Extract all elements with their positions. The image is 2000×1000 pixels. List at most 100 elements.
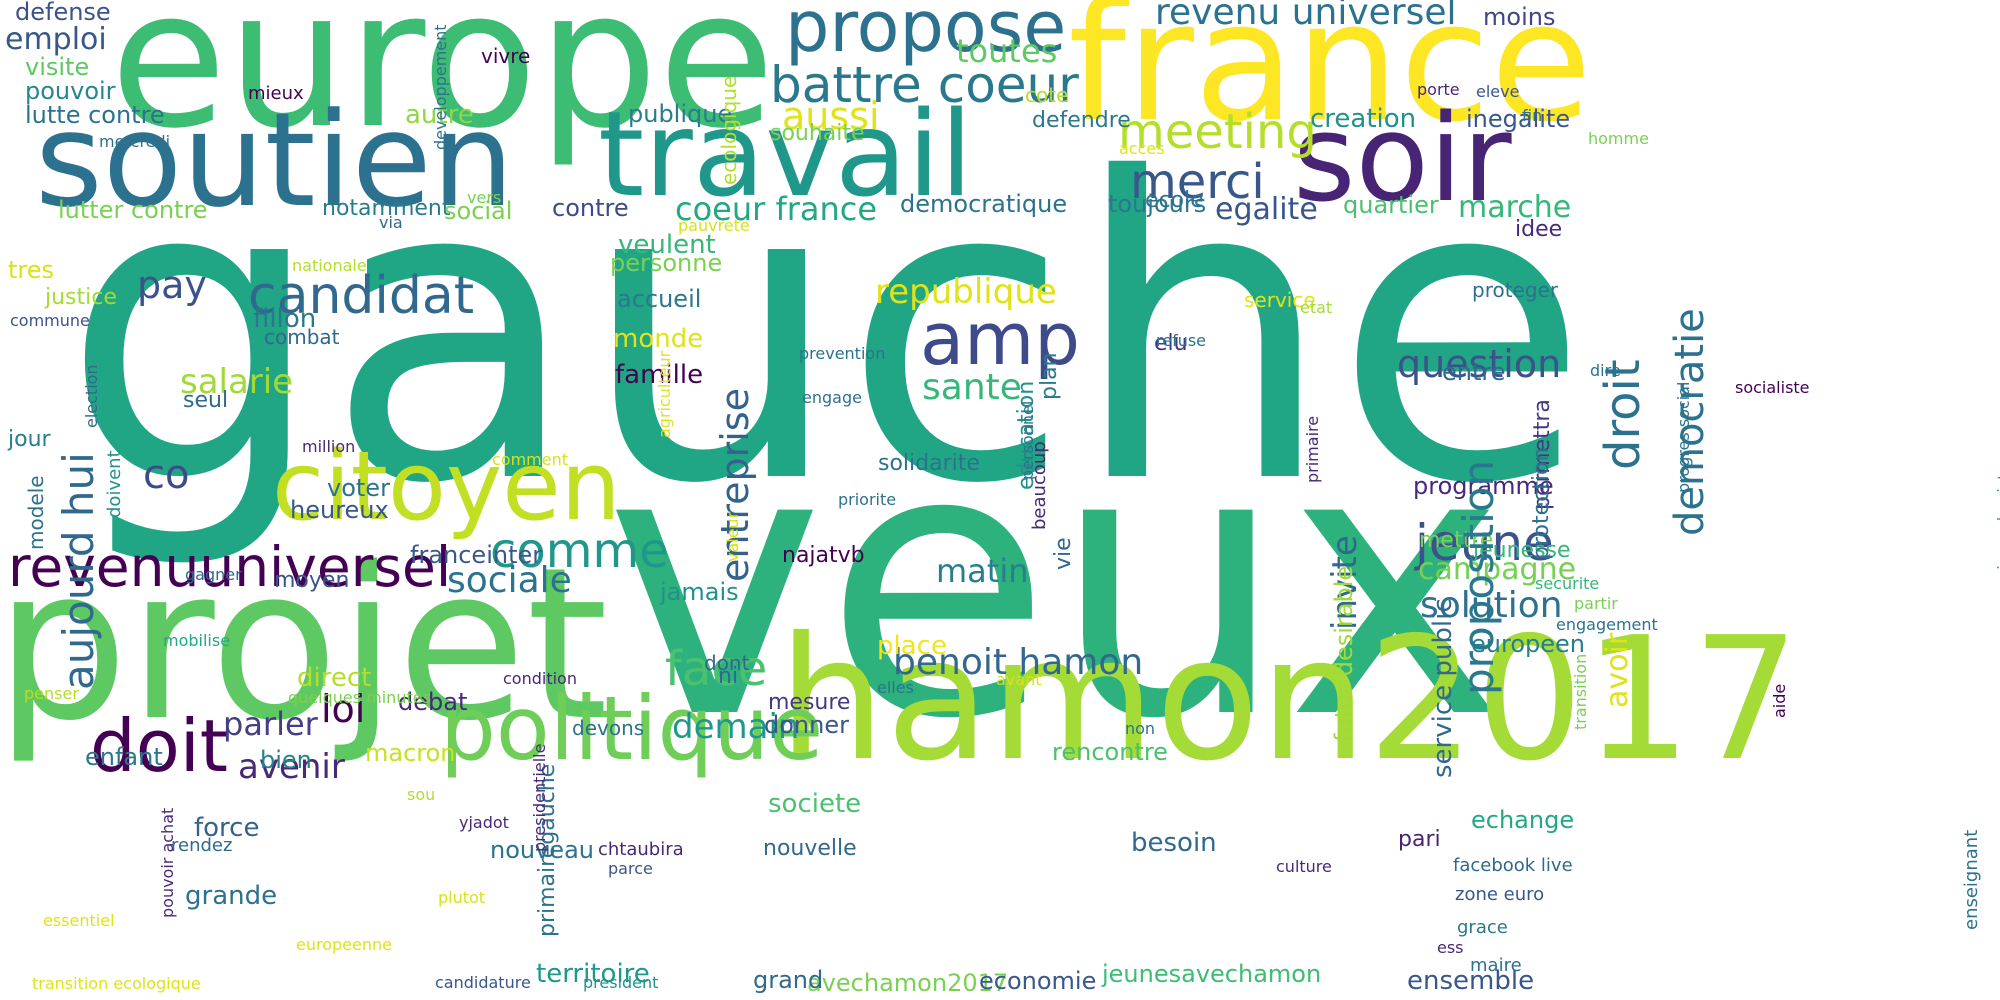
word-cloud-word: europe: [110, 0, 775, 170]
word-cloud-word: accueil: [617, 285, 702, 313]
word-cloud-word: solution: [1420, 585, 1563, 626]
word-cloud-word: agriculteur: [655, 350, 674, 438]
word-cloud-word: creation: [1310, 104, 1417, 134]
word-cloud-word: protection: [1529, 447, 1554, 560]
word-cloud-word: candidature: [435, 973, 531, 992]
word-cloud-word: jeune: [1415, 514, 1554, 572]
word-cloud-word: culture: [1276, 857, 1332, 876]
word-cloud-word: plan: [1037, 352, 1062, 400]
word-cloud-word: co: [143, 452, 190, 498]
word-cloud-word: europeenne: [296, 935, 392, 954]
word-cloud-word: idee: [1515, 217, 1563, 242]
word-cloud-word: amp: [920, 297, 1080, 381]
word-cloud-word: securite: [1535, 574, 1600, 593]
word-cloud-word: contre: [552, 194, 629, 222]
word-cloud-word: question: [1397, 342, 1562, 386]
word-cloud-word: revenuuniversel: [8, 535, 452, 599]
word-cloud-word: debat: [398, 688, 468, 716]
word-cloud-word: refuse: [1156, 331, 1207, 350]
word-cloud-word: priorite: [838, 490, 897, 509]
word-cloud-word: grace: [1457, 917, 1508, 938]
word-cloud-word: revenu universel: [1155, 0, 1457, 33]
word-cloud-word: enfant: [85, 743, 163, 771]
word-cloud-word: modele: [24, 475, 48, 550]
word-cloud-word: president: [583, 973, 659, 992]
word-cloud-word: gagner: [185, 565, 242, 584]
word-cloud-word: plutot: [438, 888, 486, 907]
word-cloud-word: proteger: [1472, 278, 1559, 302]
word-cloud-word: enseignant: [1961, 829, 1982, 930]
word-cloud-word: veux: [605, 370, 1506, 800]
word-cloud-word: cote: [1025, 83, 1069, 107]
word-cloud-word: elles: [877, 678, 914, 697]
word-cloud-word: macron: [365, 739, 456, 767]
word-cloud-word: sou: [407, 785, 436, 804]
word-cloud-word: eleve: [1476, 82, 1520, 101]
word-cloud-word: avant: [996, 670, 1042, 689]
word-cloud-word: citoyen: [272, 432, 621, 542]
word-cloud-word: prevention: [799, 344, 886, 363]
word-cloud-word: avenir: [238, 747, 345, 787]
word-cloud-word: solidarite: [878, 451, 980, 476]
word-cloud-word: maire: [1470, 955, 1522, 976]
word-cloud-word: condition: [503, 669, 577, 688]
word-cloud-word: coeur france: [675, 190, 878, 228]
word-cloud-word: economie: [979, 967, 1097, 995]
word-cloud-word: defendre: [1032, 108, 1131, 133]
word-cloud-word: propose: [785, 0, 1067, 68]
word-cloud-word: chtaubira: [598, 839, 684, 860]
word-cloud-word: pay: [137, 263, 207, 307]
word-cloud-word: heureux: [290, 496, 389, 524]
word-cloud-word: najatvb: [782, 543, 865, 568]
word-cloud-word: transition: [1571, 653, 1590, 730]
word-cloud-word: toujours: [1108, 190, 1207, 218]
word-cloud-word: fin: [1522, 106, 1543, 125]
word-cloud-word: mettre: [1419, 528, 1494, 553]
word-cloud-word: moyen: [274, 568, 350, 593]
word-cloud-word: projet: [0, 522, 609, 767]
word-cloud-word: ecole: [1145, 188, 1204, 213]
word-cloud-word: notamment: [322, 196, 451, 221]
word-cloud-word: partir: [1574, 594, 1618, 613]
word-cloud-word: jamais: [660, 578, 739, 606]
word-cloud-word: proposition: [1454, 459, 1503, 695]
word-cloud-word: quelques minutes: [288, 688, 431, 707]
word-cloud-word: acces: [1119, 139, 1165, 158]
word-cloud-word: candidat: [248, 266, 475, 326]
word-cloud-word: combat: [264, 325, 340, 349]
word-cloud-word: commune: [10, 311, 90, 330]
word-cloud-word: europeen: [1471, 630, 1585, 658]
word-cloud-word: homme: [1588, 129, 1649, 148]
word-cloud-word: bien: [260, 746, 312, 774]
word-cloud-word: devons: [572, 716, 645, 740]
word-cloud-word: face: [665, 641, 768, 697]
word-cloud-word: aujourd hui: [54, 452, 103, 690]
word-cloud-word: place: [877, 631, 947, 661]
word-cloud-word: personnel: [1018, 400, 1037, 480]
word-cloud-word: jeunesavechamon: [1102, 960, 1322, 988]
word-cloud-word: service: [1244, 288, 1316, 312]
word-cloud-word: fillon: [253, 304, 317, 334]
word-cloud-word: presidentielle: [530, 743, 549, 852]
word-cloud-word: pouvoir achat: [158, 807, 177, 918]
word-cloud-word: matin: [936, 552, 1029, 590]
word-cloud-word: comment: [492, 450, 569, 469]
word-cloud-word: million: [302, 437, 356, 456]
word-cloud-word: futur desirable: [1330, 565, 1358, 742]
word-cloud-word: democratique: [900, 190, 1068, 218]
word-cloud-word: doit: [90, 704, 228, 788]
word-cloud-word: souhaite: [770, 121, 865, 146]
word-cloud-word: entre: [1442, 358, 1506, 386]
word-cloud-word: gauche: [62, 91, 1590, 574]
word-cloud-word: egalite: [1215, 192, 1318, 227]
word-cloud-word: echange: [1471, 806, 1575, 834]
word-cloud-word: politique: [440, 677, 824, 780]
word-cloud-word: demain: [672, 707, 800, 747]
word-cloud-word: rendez: [171, 835, 233, 856]
word-cloud-word: justice: [45, 285, 117, 310]
word-cloud-word: nouveau: [490, 836, 594, 864]
word-cloud-word: ecologique: [717, 75, 741, 185]
word-cloud-word: ni: [718, 664, 739, 689]
word-cloud-word: merci: [1130, 154, 1265, 210]
